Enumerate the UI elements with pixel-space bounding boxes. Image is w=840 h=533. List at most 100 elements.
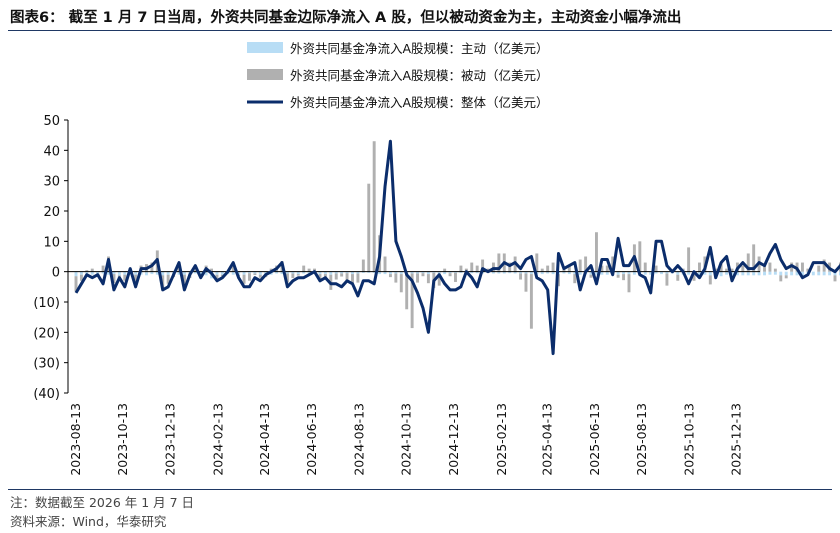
active-bar	[378, 271, 382, 275]
passive-bar	[334, 273, 338, 280]
active-bar	[763, 271, 766, 276]
passive-bar	[643, 262, 647, 272]
passive-bar	[340, 273, 344, 277]
active-bar	[134, 271, 138, 275]
active-bar	[502, 271, 506, 274]
active-bar	[432, 271, 436, 273]
active-bar	[513, 271, 517, 274]
active-bar	[182, 271, 186, 275]
active-bar	[166, 271, 170, 275]
active-bar	[459, 271, 463, 273]
passive-bar	[616, 274, 620, 278]
passive-bar	[567, 265, 571, 272]
active-bar	[454, 271, 457, 273]
passive-bar	[784, 275, 788, 279]
passive-bar	[833, 275, 837, 282]
passive-bar	[166, 274, 170, 284]
x-axis: 2023-08-13 2023-10-13 2023-12-13 2024-02-13…	[68, 403, 744, 476]
y-tick-label: (10)	[33, 296, 60, 311]
footnote: 注：数据截至 2026 年 1 月 7 日	[10, 495, 195, 510]
active-bar	[242, 271, 246, 275]
active-bar	[519, 271, 523, 274]
passive-bar	[123, 274, 127, 281]
active-bar	[388, 271, 392, 275]
passive-bar	[242, 274, 246, 284]
passive-bar	[361, 259, 365, 272]
active-bar	[725, 271, 729, 275]
active-bar	[296, 271, 300, 275]
passive-bar	[426, 274, 430, 284]
active-bar	[784, 271, 788, 276]
active-bar	[627, 271, 631, 275]
active-bar	[264, 271, 268, 275]
x-tick-label: 2025-10-13	[681, 403, 696, 476]
passive-bar	[79, 274, 83, 281]
active-bar	[573, 271, 577, 275]
passive-bar	[220, 274, 224, 277]
passive-bar	[622, 274, 626, 281]
x-tick-label: 2025-08-13	[634, 403, 649, 476]
active-bar	[334, 271, 338, 274]
active-bar	[491, 271, 495, 274]
passive-bar	[508, 262, 512, 272]
passive-bar	[752, 244, 756, 272]
y-tick-label: 10	[43, 235, 60, 250]
active-bar	[773, 271, 777, 275]
passive-bar	[524, 273, 528, 292]
passive-bar	[459, 265, 463, 272]
active-bar	[258, 271, 262, 275]
x-tick-label: 2025-12-13	[729, 403, 744, 476]
active-bar	[649, 271, 653, 275]
passive-bar	[356, 273, 360, 283]
passive-bar	[307, 268, 311, 272]
active-bar	[546, 271, 550, 274]
passive-bar	[345, 273, 349, 281]
active-bar	[394, 271, 398, 274]
active-bar	[838, 271, 840, 276]
active-bar	[155, 271, 159, 275]
passive-bar	[367, 183, 371, 272]
active-bar	[828, 271, 832, 276]
passive-bar	[372, 141, 376, 272]
active-bar	[508, 271, 512, 274]
chart-area: 外资共同基金净流入A股规模：主动（亿美元） 外资共同基金净流入A股规模：被动（亿美…	[33, 41, 840, 476]
passive-bar	[285, 273, 289, 283]
passive-bar	[410, 273, 414, 329]
passive-bar	[475, 265, 479, 272]
active-bar	[215, 271, 219, 275]
active-bar	[708, 271, 712, 276]
legend-label: 外资共同基金净流入A股规模：主动（亿美元）	[290, 41, 549, 56]
legend-label: 外资共同基金净流入A股规模：整体（亿美元）	[290, 95, 549, 110]
active-bar	[410, 271, 414, 274]
passive-bar	[654, 265, 658, 272]
passive-bar	[258, 274, 262, 278]
active-bar	[237, 271, 241, 275]
legend-label: 外资共同基金净流入A股规模：被动（亿美元）	[290, 68, 549, 83]
active-bar	[643, 271, 647, 275]
passive-bar	[773, 268, 777, 272]
active-bar	[399, 271, 403, 275]
footer-rule	[8, 489, 832, 490]
x-tick-label: 2023-12-13	[163, 403, 178, 476]
active-bar	[199, 271, 203, 275]
active-bar	[426, 271, 430, 275]
active-bar	[567, 271, 571, 275]
passive-bar	[768, 262, 772, 272]
active-bar	[703, 271, 707, 275]
passive-bar	[676, 274, 680, 281]
passive-bar	[161, 275, 165, 288]
passive-bar	[600, 265, 604, 272]
active-bar	[367, 271, 371, 273]
active-bar	[524, 271, 528, 274]
passive-bar	[594, 232, 598, 272]
passive-bar	[665, 273, 669, 286]
active-bar	[752, 271, 756, 276]
passive-bar	[318, 274, 322, 281]
active-bar	[698, 271, 701, 275]
title-rule	[8, 30, 832, 31]
passive-bar	[627, 274, 631, 293]
active-bar	[779, 271, 783, 276]
passive-bar	[437, 273, 441, 286]
passive-bar	[519, 273, 523, 280]
active-bar	[79, 271, 83, 275]
